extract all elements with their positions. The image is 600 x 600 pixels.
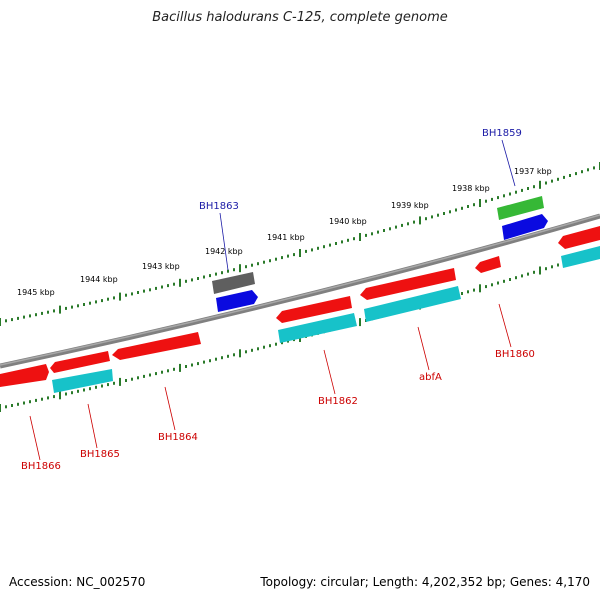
genome-summary-text: Topology: circular; Length: 4,202,352 bp… xyxy=(260,575,590,589)
connector-bh1864 xyxy=(164,386,176,431)
genome-backbone-highlight xyxy=(0,214,600,366)
gene-feature-right-cyan[interactable] xyxy=(561,246,600,268)
gene-label-bh1863[interactable]: BH1863 xyxy=(199,201,239,212)
gene-label-bh1860[interactable]: BH1860 xyxy=(495,349,535,360)
scale-label-1939kbp: 1939 kbp xyxy=(391,201,429,210)
gene-labels: BH1863 BH1859 BH1866 BH1865 BH1864 BH186… xyxy=(21,128,535,472)
gene-label-bh1864[interactable]: BH1864 xyxy=(158,432,198,443)
scale-label-1945kbp: 1945 kbp xyxy=(17,288,55,297)
gene-feature-abfA-red[interactable] xyxy=(360,268,456,300)
gene-feature-bh1863-blue[interactable] xyxy=(216,290,258,312)
gene-feature-bh1862-cyan[interactable] xyxy=(278,313,357,343)
scale-label-1941kbp: 1941 kbp xyxy=(267,233,305,242)
gene-feature-bh1859-blue[interactable] xyxy=(502,214,548,240)
gene-feature-right-red[interactable] xyxy=(558,226,600,249)
gene-feature-abfA-cyan[interactable] xyxy=(364,286,461,322)
gene-feature-bh1860[interactable] xyxy=(475,256,501,273)
label-connector-lines xyxy=(29,139,516,461)
scale-label-1943kbp: 1943 kbp xyxy=(142,262,180,271)
gene-feature-bh1864[interactable] xyxy=(112,332,201,360)
connector-abfA xyxy=(417,326,430,371)
connector-bh1865 xyxy=(87,403,98,449)
scale-label-1940kbp: 1940 kbp xyxy=(329,217,367,226)
connector-bh1862 xyxy=(323,349,336,395)
genes xyxy=(0,196,600,393)
outer-scale-ticks xyxy=(0,162,600,326)
scale-label-1942kbp: 1942 kbp xyxy=(205,247,243,256)
map-title: Bacillus halodurans C-125, complete geno… xyxy=(152,10,448,25)
scale-label-1938kbp: 1938 kbp xyxy=(452,184,490,193)
connector-bh1860 xyxy=(498,303,512,348)
scale-label-1944kbp: 1944 kbp xyxy=(80,275,118,284)
gene-feature-bh1862-red[interactable] xyxy=(276,296,352,323)
gene-feature-bh1859-green[interactable] xyxy=(497,196,544,220)
connector-bh1863 xyxy=(219,212,229,271)
accession-text: Accession: NC_002570 xyxy=(9,575,146,589)
gene-label-bh1859[interactable]: BH1859 xyxy=(482,128,522,139)
gene-label-bh1866[interactable]: BH1866 xyxy=(21,461,61,472)
gene-feature-bh1863-gray[interactable] xyxy=(212,272,255,294)
gene-label-bh1862[interactable]: BH1862 xyxy=(318,396,358,407)
scale-label-1937kbp: 1937 kbp xyxy=(514,167,552,176)
gene-label-bh1865[interactable]: BH1865 xyxy=(80,449,120,460)
gene-feature-bh1865-red[interactable] xyxy=(50,351,110,373)
gene-feature-bh1866[interactable] xyxy=(0,364,49,387)
connector-bh1866 xyxy=(29,415,41,461)
gene-label-abfA[interactable]: abfA xyxy=(419,372,442,383)
scale-labels: 1945 kbp 1944 kbp 1943 kbp 1942 kbp 1941… xyxy=(17,167,552,297)
connector-bh1859 xyxy=(501,139,516,187)
genome-backbone xyxy=(0,213,600,369)
gene-feature-bh1865-cyan[interactable] xyxy=(52,369,113,393)
